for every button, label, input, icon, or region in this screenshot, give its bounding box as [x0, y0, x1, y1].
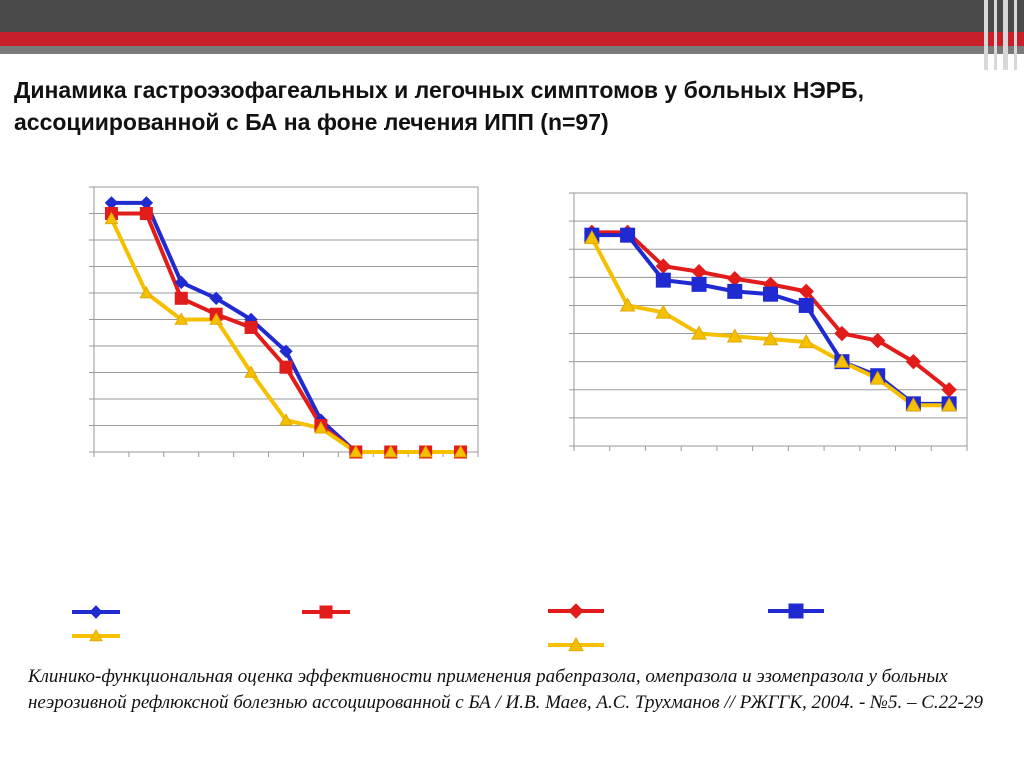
data-point [727, 271, 743, 287]
data-point [691, 276, 707, 292]
slide-header-bar [0, 0, 1024, 32]
header-decor-stripe [994, 0, 997, 70]
legend-swatch-marker [568, 603, 584, 619]
data-point [348, 444, 363, 458]
data-point [619, 297, 636, 312]
data-point [691, 264, 707, 280]
data-point [869, 370, 886, 385]
data-point [798, 297, 814, 313]
data-point [139, 285, 154, 299]
data-point [209, 312, 224, 325]
data-point [941, 397, 957, 412]
header-decor-stripe [1003, 0, 1008, 70]
data-point [620, 227, 636, 243]
data-point [174, 275, 188, 290]
data-point [279, 413, 293, 426]
data-point [584, 229, 600, 245]
legend-swatch-marker [568, 636, 584, 652]
data-point [726, 328, 743, 343]
data-point [727, 283, 743, 299]
data-point [655, 272, 671, 288]
data-point [453, 444, 468, 458]
data-point [244, 320, 258, 334]
data-point [314, 421, 328, 434]
data-point [279, 344, 293, 359]
data-point [834, 353, 850, 368]
data-point [209, 291, 223, 306]
data-point [655, 304, 672, 319]
legend-swatch-marker [89, 605, 103, 619]
data-point [139, 207, 153, 220]
data-point [834, 325, 850, 342]
header-decor-stripe [1014, 0, 1017, 70]
data-point [279, 360, 293, 374]
data-point [905, 397, 922, 412]
data-point [418, 444, 433, 458]
data-point [244, 365, 258, 378]
data-point [762, 331, 779, 346]
citation-caption: Клинико-функциональная оценка эффективно… [28, 666, 983, 713]
data-point [869, 332, 886, 349]
data-point [798, 333, 815, 349]
legend-swatch-marker [319, 605, 333, 619]
data-point [174, 291, 188, 305]
series-line [590, 237, 950, 408]
legend-swatch-marker [788, 603, 804, 619]
data-point [383, 444, 398, 458]
data-point [104, 211, 119, 225]
slide-header-shadow-bar [0, 46, 1024, 54]
slide-title: Динамика гастроэзофагеальных и легочных … [14, 77, 864, 135]
header-decor-stripe [984, 0, 988, 70]
series-line [591, 233, 950, 406]
data-point [763, 286, 778, 302]
slide-accent-bar [0, 32, 1024, 46]
data-point [905, 353, 922, 370]
legend-swatch-marker [89, 628, 103, 642]
data-point [174, 312, 189, 325]
data-point [691, 325, 707, 340]
